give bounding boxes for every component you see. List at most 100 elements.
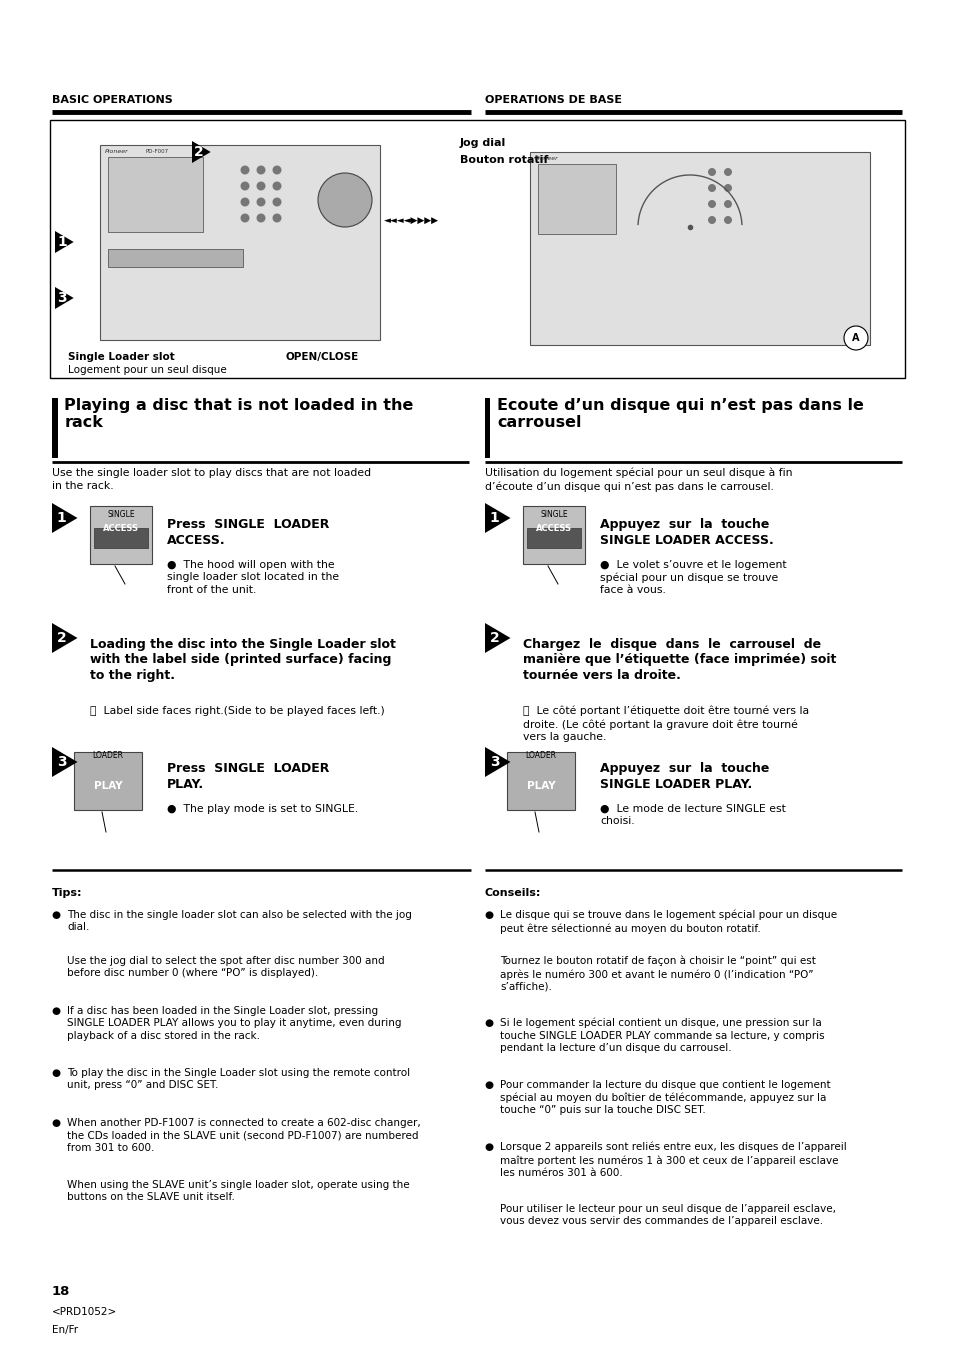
Bar — [530, 153, 869, 345]
Text: 1: 1 — [57, 235, 67, 249]
Circle shape — [707, 184, 716, 192]
Text: SINGLE: SINGLE — [107, 509, 134, 519]
Text: Ⓐ  Label side faces right.(Side to be played faces left.): Ⓐ Label side faces right.(Side to be pla… — [90, 707, 384, 716]
Text: ●: ● — [484, 911, 500, 920]
Circle shape — [256, 213, 265, 223]
Text: Jog dial: Jog dial — [459, 138, 506, 149]
Text: ●: ● — [484, 1142, 500, 1152]
Text: PLAY: PLAY — [93, 781, 122, 790]
Text: Use the jog dial to select the spot after disc number 300 and
before disc number: Use the jog dial to select the spot afte… — [67, 957, 384, 978]
Text: Pioneer: Pioneer — [535, 155, 558, 161]
Text: 2: 2 — [194, 145, 204, 159]
Text: ●: ● — [52, 911, 68, 920]
Circle shape — [256, 197, 265, 207]
Polygon shape — [192, 141, 211, 163]
Circle shape — [723, 216, 731, 224]
Text: ●  Le volet s’ouvre et le logement
spécial pour un disque se trouve
face à vous.: ● Le volet s’ouvre et le logement spécia… — [599, 561, 786, 596]
Bar — [74, 753, 142, 811]
Circle shape — [707, 216, 716, 224]
Text: OPERATIONS DE BASE: OPERATIONS DE BASE — [484, 95, 621, 105]
Polygon shape — [484, 623, 510, 653]
Bar — [50, 120, 904, 378]
Bar — [526, 528, 580, 549]
Text: 1: 1 — [489, 511, 499, 526]
Polygon shape — [55, 286, 73, 309]
Text: 3: 3 — [489, 755, 499, 769]
Text: Logement pour un seul disque: Logement pour un seul disque — [68, 365, 227, 376]
Bar — [108, 249, 243, 267]
Text: The disc in the single loader slot can also be selected with the jog
dial.: The disc in the single loader slot can a… — [67, 911, 412, 932]
Text: Tips:: Tips: — [52, 888, 82, 898]
Circle shape — [240, 166, 250, 174]
Text: Appuyez  sur  la  touche
SINGLE LOADER ACCESS.: Appuyez sur la touche SINGLE LOADER ACCE… — [599, 517, 773, 547]
Text: Loading the disc into the Single Loader slot
with the label side (printed surfac: Loading the disc into the Single Loader … — [90, 638, 395, 682]
Text: Le disque qui se trouve dans le logement spécial pour un disque
peut être sélect: Le disque qui se trouve dans le logement… — [499, 911, 836, 934]
Text: Lorsque 2 appareils sont reliés entre eux, les disques de l’appareil
maître port: Lorsque 2 appareils sont reliés entre eu… — [499, 1142, 846, 1178]
Text: ●: ● — [52, 1119, 68, 1128]
Text: Si le logement spécial contient un disque, une pression sur la
touche SINGLE LOA: Si le logement spécial contient un disqu… — [499, 1019, 823, 1054]
Circle shape — [240, 181, 250, 190]
Bar — [537, 163, 616, 234]
Circle shape — [723, 200, 731, 208]
Text: Appuyez  sur  la  touche
SINGLE LOADER PLAY.: Appuyez sur la touche SINGLE LOADER PLAY… — [599, 762, 768, 790]
Text: BASIC OPERATIONS: BASIC OPERATIONS — [52, 95, 172, 105]
Text: SINGLE: SINGLE — [539, 509, 567, 519]
Text: 3: 3 — [57, 290, 67, 305]
Text: ●: ● — [484, 1019, 500, 1028]
Polygon shape — [484, 503, 510, 534]
Text: ●  The play mode is set to SINGLE.: ● The play mode is set to SINGLE. — [167, 804, 358, 815]
Polygon shape — [55, 231, 73, 253]
Circle shape — [240, 213, 250, 223]
Circle shape — [723, 168, 731, 176]
Text: Pioneer: Pioneer — [105, 149, 129, 154]
Text: Utilisation du logement spécial pour un seul disque à fin
d’écoute d’un disque q: Utilisation du logement spécial pour un … — [484, 467, 792, 492]
Text: ●  The hood will open with the
single loader slot located in the
front of the un: ● The hood will open with the single loa… — [167, 561, 338, 594]
Text: 2: 2 — [57, 631, 67, 644]
Text: ACCESS: ACCESS — [536, 524, 572, 534]
Bar — [506, 753, 575, 811]
Bar — [100, 145, 379, 340]
Text: When using the SLAVE unit’s single loader slot, operate using the
buttons on the: When using the SLAVE unit’s single loade… — [67, 1179, 409, 1202]
Circle shape — [256, 166, 265, 174]
Text: En/Fr: En/Fr — [52, 1325, 78, 1335]
Text: Tournez le bouton rotatif de façon à choisir le “point” qui est
après le numéro : Tournez le bouton rotatif de façon à cho… — [499, 957, 815, 992]
Circle shape — [707, 200, 716, 208]
Text: If a disc has been loaded in the Single Loader slot, pressing
SINGLE LOADER PLAY: If a disc has been loaded in the Single … — [67, 1006, 401, 1040]
Polygon shape — [52, 503, 77, 534]
Text: When another PD-F1007 is connected to create a 602-disc changer,
the CDs loaded : When another PD-F1007 is connected to cr… — [67, 1119, 420, 1152]
Text: LOADER: LOADER — [525, 751, 556, 761]
Bar — [94, 528, 148, 549]
Text: Chargez  le  disque  dans  le  carrousel  de
manière que l’étiquette (face impri: Chargez le disque dans le carrousel de m… — [522, 638, 836, 682]
Polygon shape — [52, 747, 77, 777]
Text: To play the disc in the Single Loader slot using the remote control
unit, press : To play the disc in the Single Loader sl… — [67, 1069, 410, 1090]
Text: Pour commander la lecture du disque que contient le logement
spécial au moyen du: Pour commander la lecture du disque que … — [499, 1079, 830, 1116]
Bar — [52, 399, 57, 458]
Polygon shape — [52, 623, 77, 653]
Text: Use the single loader slot to play discs that are not loaded
in the rack.: Use the single loader slot to play discs… — [52, 467, 371, 490]
Polygon shape — [484, 747, 510, 777]
Bar — [522, 507, 584, 563]
Text: A: A — [851, 332, 859, 343]
Text: Ⓐ  Le côté portant l’étiquette doit être tourné vers la
droite. (Le côté portant: Ⓐ Le côté portant l’étiquette doit être … — [522, 707, 808, 742]
Text: Press  SINGLE  LOADER
ACCESS.: Press SINGLE LOADER ACCESS. — [167, 517, 329, 547]
Circle shape — [707, 168, 716, 176]
Text: 18: 18 — [52, 1285, 71, 1298]
Text: LOADER: LOADER — [92, 751, 123, 761]
Text: Pour utiliser le lecteur pour un seul disque de l’appareil esclave,
vous devez v: Pour utiliser le lecteur pour un seul di… — [499, 1204, 835, 1227]
Text: 3: 3 — [57, 755, 67, 769]
Text: ◄◄◄◄▶▶▶▶: ◄◄◄◄▶▶▶▶ — [384, 216, 438, 224]
Circle shape — [273, 166, 281, 174]
Text: Conseils:: Conseils: — [484, 888, 540, 898]
Text: OPEN/CLOSE: OPEN/CLOSE — [285, 353, 358, 362]
Circle shape — [273, 213, 281, 223]
Text: Single Loader slot: Single Loader slot — [68, 353, 174, 362]
Text: PLAY: PLAY — [526, 781, 555, 790]
Text: Press  SINGLE  LOADER
PLAY.: Press SINGLE LOADER PLAY. — [167, 762, 329, 790]
Text: ●: ● — [484, 1079, 500, 1090]
Text: PD-F007: PD-F007 — [145, 149, 168, 154]
Circle shape — [843, 326, 867, 350]
Circle shape — [723, 184, 731, 192]
Bar — [484, 399, 490, 458]
Text: ●: ● — [52, 1006, 68, 1016]
Circle shape — [240, 197, 250, 207]
